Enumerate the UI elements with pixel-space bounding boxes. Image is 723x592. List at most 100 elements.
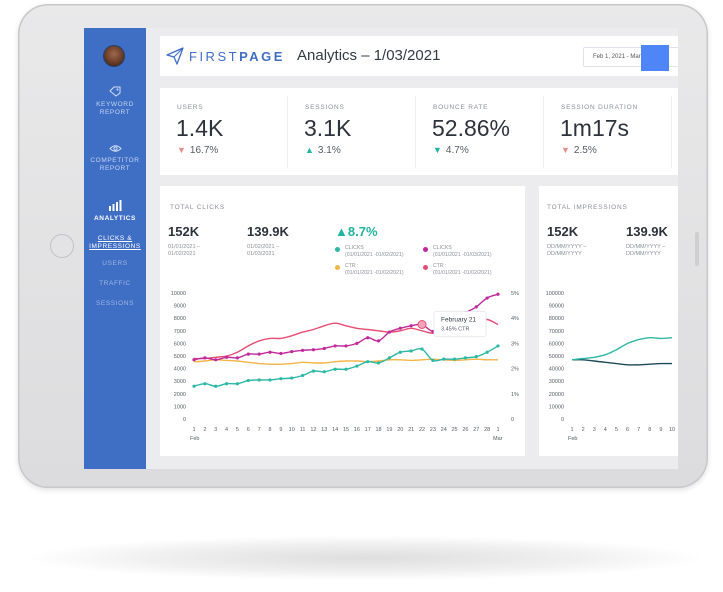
data-point xyxy=(246,378,250,383)
legend-label: CTR : xyxy=(433,263,447,269)
x-tick-label: 10 xyxy=(669,427,675,433)
kpi-label: SESSIONS xyxy=(305,104,345,111)
x-tick-label: 9 xyxy=(659,427,662,433)
impressions-metric-1-range: DD/MM/YYYY – DD/MM/YYYY xyxy=(547,244,586,258)
y-tick-label: 9000 xyxy=(174,304,186,310)
y-tick-label: 80000 xyxy=(549,316,564,322)
x-tick-label: 10 xyxy=(289,427,295,433)
app-screen: KEYWORD REPORT COMPETITOR REPORT ANALYTI… xyxy=(84,28,678,469)
bar-chart-icon xyxy=(84,200,146,212)
kpi-delta-value: 2.5% xyxy=(573,145,597,156)
clicks-metric-2: 139.9K xyxy=(247,224,289,239)
subnav-label: USERS xyxy=(102,260,128,267)
x-tick-label: 2 xyxy=(203,427,206,433)
subnav-traffic[interactable]: TRAFFIC xyxy=(84,280,146,288)
legend-item[interactable]: CTR : (01/01/2021 -01/02/2021) xyxy=(433,263,492,276)
data-point xyxy=(279,377,283,381)
x-tick-label: 4 xyxy=(225,427,228,433)
y-tick-label: 5000 xyxy=(174,354,186,360)
kpi-delta-value: 3.1% xyxy=(317,145,341,156)
paper-plane-icon xyxy=(166,47,184,65)
data-point xyxy=(431,358,435,363)
y-tick-label: 7000 xyxy=(174,329,186,335)
y-tick-label: 50000 xyxy=(549,354,564,360)
kpi-value: 1.4K xyxy=(176,115,224,141)
total-impressions-card: TOTAL IMPRESSIONS 152K DD/MM/YYYY – DD/M… xyxy=(539,186,678,456)
subnav-clicks-impressions[interactable]: CLICKS & IMPRESSIONS xyxy=(84,235,146,251)
sidebar-item-label: ANALYTICS xyxy=(94,215,136,222)
avatar[interactable] xyxy=(103,45,125,67)
series-line xyxy=(571,359,673,366)
x-tick-label: 2 xyxy=(582,427,585,433)
impressions-metric-1: 152K xyxy=(547,224,579,239)
data-point xyxy=(311,369,316,373)
subnav-label: IMPRESSIONS xyxy=(89,243,141,250)
y-tick-label: 2000 xyxy=(174,392,186,398)
firstpage-logo[interactable]: FIRSTPAGE xyxy=(166,47,285,65)
data-point xyxy=(474,305,478,309)
x-tick-label: 7 xyxy=(258,427,261,433)
data-point xyxy=(452,357,457,361)
x-tick-label: 24 xyxy=(441,427,447,433)
kpi-delta-value: 16.7% xyxy=(189,145,219,156)
triangle-down-icon: ▼ xyxy=(177,145,186,155)
kpi-sessions: SESSIONS 3.1K ▲ 3.1% xyxy=(288,88,416,175)
data-point xyxy=(398,350,402,354)
logo-text: FIRSTPAGE xyxy=(189,49,285,64)
x-tick-label: 18 xyxy=(376,427,382,433)
kpi-divider xyxy=(671,96,672,168)
tablet-home-button xyxy=(50,234,74,258)
y-tick-label: 90000 xyxy=(549,304,564,310)
data-point xyxy=(268,350,272,354)
range-line: 01/02/2021 xyxy=(168,251,196,257)
y-tick-label: 70000 xyxy=(549,329,564,335)
sidebar-item-analytics[interactable]: ANALYTICS xyxy=(84,200,146,223)
legend-dot xyxy=(423,247,428,252)
logo-text-first: FIRST xyxy=(189,48,240,64)
y-tick-label: 8000 xyxy=(174,316,186,322)
y-tick-label: 100000 xyxy=(546,291,564,297)
page-title: Analytics – 1/03/2021 xyxy=(297,47,441,64)
x-tick-label: 13 xyxy=(321,427,327,433)
date-picker-button[interactable] xyxy=(641,45,669,71)
data-point xyxy=(355,364,359,368)
data-point xyxy=(235,382,240,386)
data-point xyxy=(366,360,370,364)
x-tick-label: 3 xyxy=(214,427,217,433)
y2-tick-label: 5% xyxy=(511,291,519,297)
data-point xyxy=(409,349,413,353)
sidebar-item-label: KEYWORD xyxy=(96,101,134,108)
x-tick-label: 9 xyxy=(279,427,282,433)
card-title: TOTAL IMPRESSIONS xyxy=(547,204,628,211)
kpi-value: 1m17s xyxy=(560,115,630,141)
sidebar-item-keyword-report[interactable]: KEYWORD REPORT xyxy=(84,86,146,117)
sidebar-item-label: REPORT xyxy=(99,109,131,116)
data-point xyxy=(366,336,370,340)
impressions-line-chart: 0 10000 20000 30000 40000 50000 60000 70000 8000… xyxy=(546,291,675,442)
x-tick-label: 26 xyxy=(462,427,468,433)
x-tick-label: 11 xyxy=(300,427,306,433)
data-point xyxy=(496,292,500,296)
logo-text-second: PAGE xyxy=(239,48,285,64)
legend-item[interactable]: CLICKS (01/01/2021 -01/03/2021) xyxy=(433,245,492,258)
x-tick-label: 27 xyxy=(473,427,479,433)
x-tick-label: 1 xyxy=(570,427,573,433)
impressions-metric-2: 139.9K xyxy=(626,224,668,239)
triangle-down-icon: ▼ xyxy=(561,145,570,155)
range-line: 01/01/2021 – xyxy=(168,244,201,250)
date-range-picker[interactable]: Feb 1, 2021 - Mar xyxy=(583,45,678,71)
total-clicks-card: TOTAL CLICKS 152K 01/01/2021 – 01/02/202… xyxy=(160,186,525,456)
data-point xyxy=(322,370,326,374)
tablet-frame: KEYWORD REPORT COMPETITOR REPORT ANALYTI… xyxy=(18,4,708,488)
x-tick-label: 4 xyxy=(604,427,607,433)
subnav-users[interactable]: USERS xyxy=(84,260,146,268)
sidebar-item-competitor-report[interactable]: COMPETITOR REPORT xyxy=(84,144,146,173)
legend-item[interactable]: CTR : (01/01/2021 -01/02/2021) xyxy=(345,263,404,276)
kpi-label: BOUNCE RATE xyxy=(433,104,489,111)
legend-item[interactable]: CLICKS (01/01/2021 -01/02/2021) xyxy=(345,245,404,258)
data-point xyxy=(376,361,381,365)
tag-icon xyxy=(84,86,146,98)
x-tick-label: 12 xyxy=(310,427,316,433)
x-tick-label: 6 xyxy=(247,427,250,433)
subnav-sessions[interactable]: SESSIONS xyxy=(84,300,146,308)
